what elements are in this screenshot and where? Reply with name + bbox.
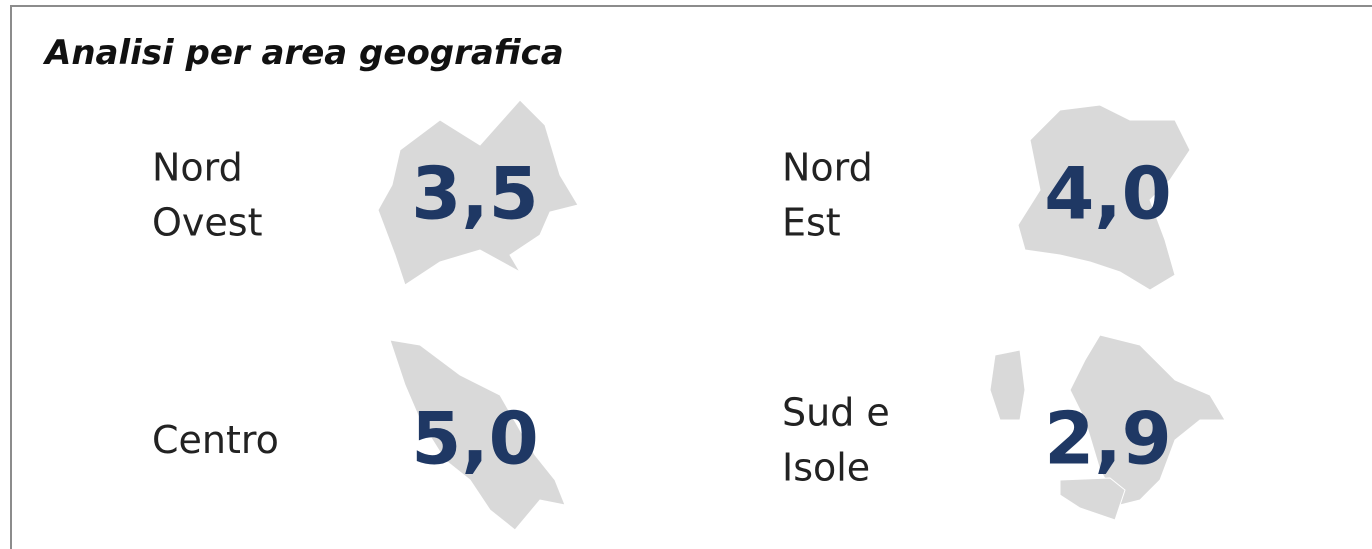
region-name: Sud e xyxy=(782,391,890,435)
map-sud xyxy=(1069,334,1226,506)
map-sud-sardegna xyxy=(989,349,1026,421)
map-centro xyxy=(389,339,566,531)
map-nord-ovest xyxy=(377,99,579,286)
region-value: 5,0 xyxy=(411,397,539,481)
region-name: Ovest xyxy=(152,201,262,245)
region-name: Centro xyxy=(152,418,279,462)
region-value: 3,5 xyxy=(411,152,539,236)
region-value: 4,0 xyxy=(1044,152,1172,236)
map-nord-est xyxy=(1017,104,1191,291)
region-value: 2,9 xyxy=(1044,397,1172,481)
region-name: Nord xyxy=(782,146,873,190)
title: Analisi per area geografica xyxy=(42,33,564,73)
region-name: Est xyxy=(782,201,841,245)
region-name: Nord xyxy=(152,146,243,190)
region-name: Isole xyxy=(782,446,870,490)
map-sicilia xyxy=(1059,477,1126,521)
